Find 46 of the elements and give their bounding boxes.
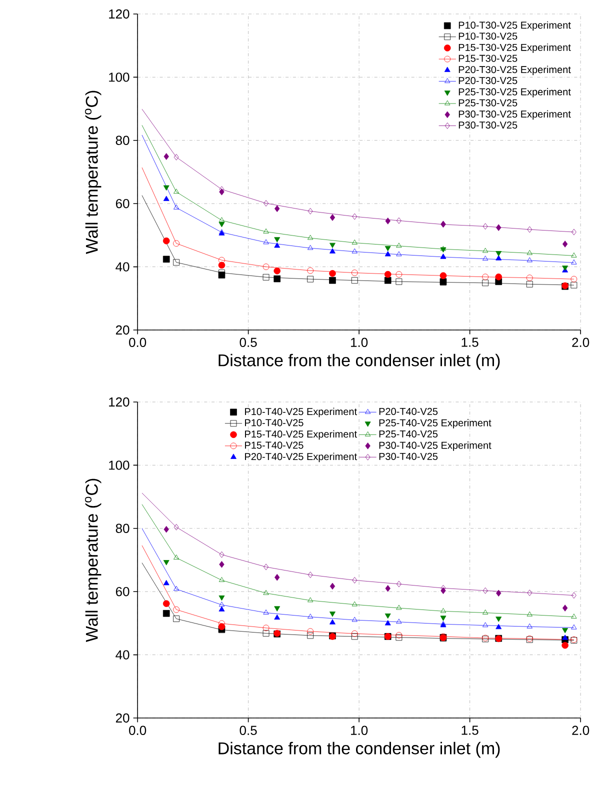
legend-label: P25-T40-V25 Experiment <box>380 419 492 428</box>
x-axis-title: Distance from the condenser inlet (m) <box>218 742 500 758</box>
x-tick-label: 2.0 <box>572 338 590 347</box>
legend-label: P10-T40-V25 Experiment <box>245 408 358 418</box>
x-tick-label: 1.5 <box>462 726 479 735</box>
legend-label: P10-T30-V25 <box>459 32 518 40</box>
legend-label: P15-T30-V25 Experiment <box>459 44 572 53</box>
y-tick-label: 60 <box>116 586 130 596</box>
legend-label: P20-T40-V25 Experiment <box>245 452 358 462</box>
y-tick-label: 100 <box>109 72 130 82</box>
y-tick-label: 40 <box>116 650 130 660</box>
y-tick-label: 20 <box>116 713 130 723</box>
y-tick-label: 100 <box>109 460 130 470</box>
y-tick-label: 60 <box>116 198 130 208</box>
legend-label: P10-T40-V25 <box>245 419 304 426</box>
y-tick-label: 40 <box>116 262 130 272</box>
legend-label: P10-T30-V25 Experiment <box>459 21 572 31</box>
y-tick-label: 20 <box>116 325 130 335</box>
y-axis-title: Wall temperature ($^{o}$C) <box>85 90 102 254</box>
legend-label: P20-T30-V25 <box>459 77 518 84</box>
x-tick-label: 0.0 <box>129 726 146 735</box>
x-tick-label: 1.0 <box>351 338 368 347</box>
legend-label: P25-T30-V25 <box>459 99 518 106</box>
y-tick-label: 80 <box>116 524 130 533</box>
x-tick-label: 0.0 <box>129 338 146 347</box>
legend-label: P30-T30-V25 <box>459 122 518 129</box>
x-tick-label: 2.0 <box>572 726 590 735</box>
legend-label: P25-T40-V25 <box>380 430 438 438</box>
x-tick-label: 0.5 <box>240 726 258 735</box>
legend-label: P30-T40-V25 <box>380 452 438 460</box>
legend-label: P20-T40-V25 <box>380 408 438 415</box>
x-tick-label: 1.0 <box>351 726 368 735</box>
x-tick-label: 0.5 <box>240 338 258 347</box>
y-tick-label: 120 <box>109 397 130 407</box>
y-axis-title: Wall temperature ($^{o}$C) <box>85 478 102 642</box>
legend-label: P30-T30-V25 Experiment <box>459 110 572 120</box>
legend-label: P15-T30-V25 <box>459 54 518 62</box>
legend-label: P30-T40-V25 Experiment <box>380 442 492 451</box>
x-axis-title: Distance from the condenser inlet (m) <box>218 354 500 370</box>
legend-label: P20-T30-V25 Experiment <box>459 66 572 76</box>
y-tick-label: 120 <box>109 9 130 19</box>
y-tick-label: 80 <box>116 136 130 145</box>
legend-label: P15-T40-V25 Experiment <box>245 430 358 440</box>
legend-label: P15-T40-V25 <box>245 442 304 449</box>
legend-label: P25-T30-V25 Experiment <box>459 88 572 98</box>
x-tick-label: 1.5 <box>462 338 479 347</box>
